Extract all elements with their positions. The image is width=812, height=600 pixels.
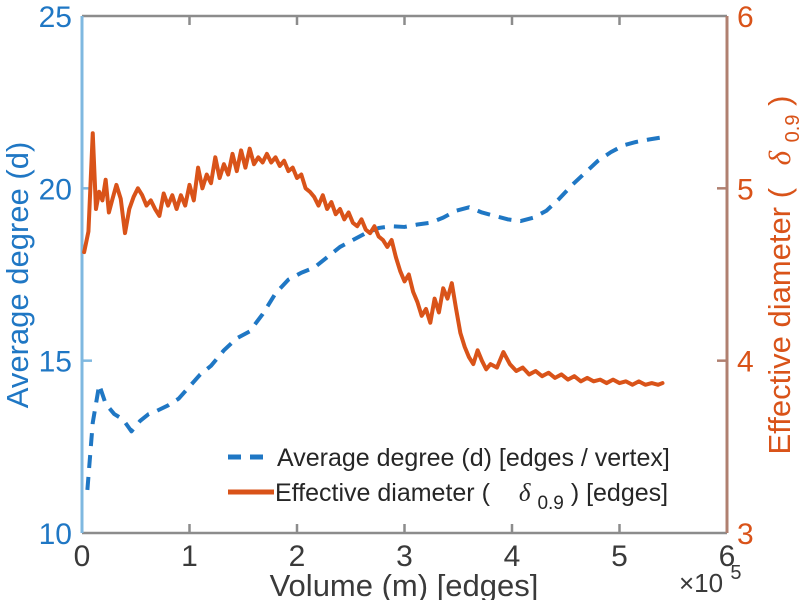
x-tick-label: 2 bbox=[289, 540, 306, 573]
legend-label-average-degree: Average degree (d) [edges / vertex] bbox=[277, 444, 670, 472]
y-right-tick-label: 6 bbox=[737, 1, 754, 34]
x-axis-exponent-multiplier: ×10 5 bbox=[679, 562, 741, 598]
y-right-tick-label: 4 bbox=[737, 346, 754, 379]
y-axis-left-title: Average degree (d) bbox=[0, 142, 35, 409]
y-left-tick-label: 20 bbox=[39, 173, 72, 206]
x-tick-label: 4 bbox=[504, 540, 521, 573]
y-axis-right-title-suffix: ) bbox=[762, 96, 797, 106]
x-axis-title: Volume (m) [edges] bbox=[270, 568, 539, 600]
y-axis-right-ticks bbox=[717, 187, 727, 362]
x-tick-label: 0 bbox=[74, 540, 91, 573]
y-axis-right-title: Effective diameter ( δ 0.9 ) bbox=[762, 96, 806, 455]
y-left-tick-label: 25 bbox=[39, 1, 72, 34]
x-tick-label: 5 bbox=[611, 540, 628, 573]
x-axis-exponent-power: 5 bbox=[730, 562, 741, 584]
legend-label-effective-diameter-subscript: 0.9 bbox=[537, 493, 563, 514]
x-axis-exponent-base: ×10 bbox=[679, 568, 723, 598]
x-tick-label: 3 bbox=[396, 540, 413, 573]
legend-label-effective-diameter-prefix: Effective diameter ( bbox=[275, 479, 491, 507]
legend-label-effective-diameter-symbol: δ bbox=[519, 480, 531, 507]
y-axis-right-title-prefix: Effective diameter ( bbox=[762, 187, 797, 454]
y-left-tick-label: 10 bbox=[39, 518, 72, 551]
legend-label-effective-diameter: Effective diameter ( δ 0.9 ) [edges] bbox=[275, 479, 668, 515]
x-tick-label: 6 bbox=[719, 540, 736, 573]
y-axis-right-title-subscript: 0.9 bbox=[782, 114, 804, 142]
legend: Average degree (d) [edges / vertex] Effe… bbox=[228, 444, 670, 515]
y-axis-right-title-symbol: δ bbox=[762, 150, 797, 165]
x-axis-tick-labels: 0 1 2 3 4 5 6 bbox=[74, 540, 736, 573]
y-axis-right-tick-labels: 3 4 5 6 bbox=[737, 1, 754, 551]
y-axis-left-tick-labels: 10 15 20 25 bbox=[39, 1, 72, 551]
series-line-effective-diameter bbox=[82, 131, 665, 387]
x-axis-ticks bbox=[188, 16, 621, 533]
y-right-tick-label: 5 bbox=[737, 173, 754, 206]
plot-area-background bbox=[82, 16, 727, 533]
x-tick-label: 1 bbox=[181, 540, 198, 573]
y-right-tick-label: 3 bbox=[737, 518, 754, 551]
y-left-tick-label: 15 bbox=[39, 346, 72, 379]
legend-label-effective-diameter-suffix: ) [edges] bbox=[571, 479, 668, 507]
data-series-group bbox=[82, 131, 665, 491]
